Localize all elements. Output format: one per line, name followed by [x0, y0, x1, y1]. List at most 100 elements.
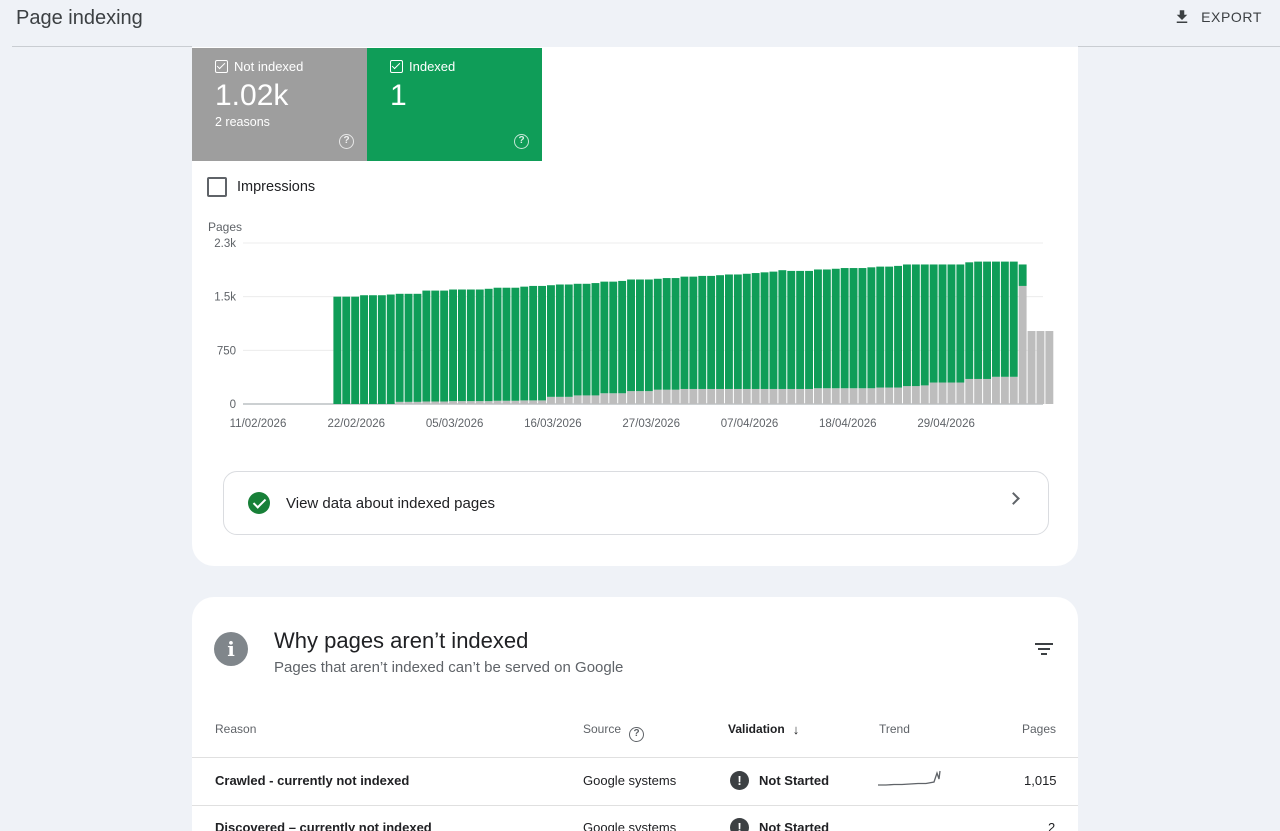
bar-not-indexed: [644, 391, 653, 404]
bar-not-indexed: [814, 388, 822, 404]
bar-not-indexed: [511, 400, 520, 404]
column-header-reason[interactable]: Reason: [215, 722, 257, 736]
bar-indexed: [547, 285, 555, 397]
bar-not-indexed: [707, 388, 716, 404]
bar-indexed: [760, 272, 769, 389]
impressions-toggle[interactable]: Impressions: [207, 177, 315, 197]
bar-indexed: [466, 289, 475, 402]
bar-indexed: [725, 274, 733, 389]
check-circle-icon: [248, 492, 270, 514]
export-button[interactable]: EXPORT: [1173, 5, 1262, 29]
column-header-trend[interactable]: Trend: [879, 722, 910, 736]
bar-not-indexed: [573, 395, 582, 404]
bar-not-indexed: [529, 400, 538, 404]
bar-not-indexed: [911, 386, 920, 404]
view-indexed-pages-link[interactable]: View data about indexed pages: [223, 471, 1049, 535]
bar-indexed: [716, 275, 724, 389]
bar-not-indexed: [974, 378, 983, 404]
y-tick-label: 2.3k: [214, 238, 236, 250]
bar-not-indexed: [992, 376, 1000, 404]
bar-indexed: [974, 261, 983, 379]
bar-indexed: [947, 264, 956, 383]
bar-not-indexed: [538, 400, 546, 404]
bar-indexed: [885, 266, 894, 388]
bar-not-indexed: [440, 401, 449, 404]
filter-line: [1038, 648, 1050, 650]
validation-header-label: Validation: [728, 722, 785, 736]
bar-not-indexed: [609, 393, 618, 404]
not-indexed-tile-label-row: Not indexed: [215, 59, 367, 74]
bar-not-indexed: [431, 401, 440, 404]
bar-not-indexed: [564, 396, 573, 404]
bar-not-indexed: [840, 388, 849, 404]
x-tick-label: 22/02/2026: [328, 418, 386, 430]
bar-indexed: [1000, 261, 1009, 377]
bar-not-indexed: [903, 386, 911, 404]
x-tick-label: 18/04/2026: [819, 418, 877, 430]
row-divider: [192, 805, 1078, 806]
bar-not-indexed: [636, 391, 644, 404]
bar-not-indexed: [671, 389, 680, 404]
bar-not-indexed: [760, 388, 769, 404]
why-title: Why pages aren’t indexed: [274, 628, 529, 653]
y-tick-label: 1.5k: [214, 292, 236, 304]
bar-indexed: [520, 286, 529, 401]
not-indexed-tile[interactable]: Not indexed 1.02k 2 reasons ?: [192, 48, 367, 161]
bar-indexed: [600, 281, 609, 394]
bar-indexed: [475, 289, 484, 402]
bar-not-indexed: [520, 400, 529, 404]
filter-icon[interactable]: [1033, 643, 1055, 659]
bar-not-indexed: [1000, 376, 1009, 404]
bar-not-indexed: [600, 393, 609, 404]
bar-indexed: [805, 270, 813, 389]
bar-indexed: [787, 270, 796, 389]
exclamation-icon: !: [730, 771, 749, 790]
bar-indexed: [671, 278, 680, 390]
indexed-tile[interactable]: Indexed 1 ?: [367, 48, 542, 161]
bar-indexed: [351, 296, 360, 404]
row-divider: [192, 757, 1078, 758]
bar-not-indexed: [805, 388, 813, 404]
row-source: Google systems: [583, 820, 677, 831]
bar-indexed: [636, 279, 644, 392]
bar-indexed: [555, 284, 564, 397]
info-icon: i: [214, 632, 248, 666]
bar-not-indexed: [1045, 331, 1054, 404]
column-header-validation[interactable]: Validation ↓: [728, 722, 799, 737]
bar-not-indexed: [858, 388, 867, 404]
bar-indexed: [582, 283, 591, 396]
bar-indexed: [796, 270, 805, 389]
indexed-tile-label-row: Indexed: [390, 59, 542, 74]
bar-not-indexed: [653, 389, 662, 404]
bar-not-indexed: [716, 388, 724, 404]
bar-indexed: [831, 268, 840, 389]
bar-not-indexed: [822, 388, 831, 404]
bar-not-indexed: [404, 401, 413, 404]
bar-not-indexed: [796, 388, 805, 404]
bar-indexed: [564, 284, 573, 397]
bar-not-indexed: [938, 382, 947, 404]
indexing-chart: Pages 0 750 1.5k 2.3k 11/02/2026 22/02/2026 05/…: [208, 220, 1054, 430]
bar-indexed: [680, 276, 689, 389]
bar-indexed: [431, 290, 440, 402]
bar-indexed: [573, 283, 582, 396]
bar-indexed: [938, 264, 947, 383]
bar-not-indexed: [395, 401, 404, 404]
bar-not-indexed: [680, 388, 689, 404]
bar-not-indexed: [965, 378, 974, 404]
bar-indexed: [609, 281, 618, 394]
help-icon[interactable]: ?: [629, 727, 645, 742]
bar-indexed: [814, 269, 822, 389]
bar-indexed: [591, 283, 600, 396]
trend-sparkline: [878, 770, 941, 786]
row-reason: Crawled - currently not indexed: [215, 773, 410, 788]
bar-indexed: [377, 295, 386, 404]
column-header-pages[interactable]: Pages: [1022, 722, 1057, 736]
help-icon[interactable]: ?: [339, 134, 354, 149]
bar-indexed: [849, 268, 858, 389]
help-icon[interactable]: ?: [514, 134, 529, 149]
bar-indexed: [404, 293, 413, 402]
column-header-source[interactable]: Source?: [583, 722, 645, 742]
chevron-right-icon: [1007, 492, 1020, 505]
bar-not-indexed: [662, 389, 671, 404]
